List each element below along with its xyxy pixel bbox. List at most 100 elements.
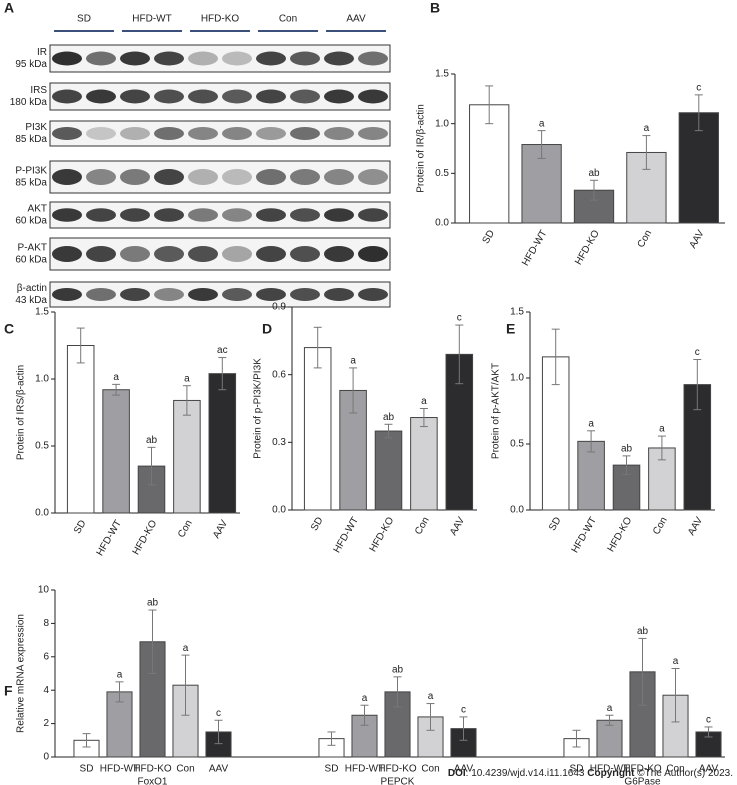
x-tick-label: HFD-WT bbox=[520, 228, 549, 268]
error-bar bbox=[551, 328, 560, 386]
bar bbox=[173, 399, 201, 514]
error-bar bbox=[485, 85, 494, 125]
y-tick-label: 1.5 bbox=[435, 69, 449, 80]
blot-band bbox=[324, 51, 354, 66]
panel-label: E bbox=[506, 321, 515, 337]
x-tick-label: HFD-WT bbox=[345, 764, 384, 775]
x-tick-label: AAV bbox=[686, 515, 705, 537]
y-tick-label: 0.6 bbox=[272, 369, 286, 380]
x-tick-label: HFD-KO bbox=[378, 764, 417, 775]
error-bar bbox=[642, 135, 651, 170]
x-tick-label: AAV bbox=[448, 515, 467, 537]
y-tick-label: 1.0 bbox=[35, 374, 49, 385]
annotation: c bbox=[457, 313, 462, 324]
y-tick-label: 0.0 bbox=[435, 218, 449, 229]
y-tick-label: 2 bbox=[43, 718, 49, 729]
blot-band bbox=[154, 127, 184, 140]
blot-band bbox=[86, 51, 116, 66]
blot-size: 43 kDa bbox=[15, 295, 47, 306]
blot-band bbox=[120, 127, 150, 140]
error-bar bbox=[76, 327, 85, 364]
group-label: PEPCK bbox=[381, 777, 415, 785]
panel-label: B bbox=[430, 0, 440, 16]
y-axis-label: Protein of IR/β-actin bbox=[416, 104, 427, 193]
y-tick-label: 8 bbox=[43, 618, 49, 629]
y-tick-label: 1.0 bbox=[435, 118, 449, 129]
y-tick-label: 0.0 bbox=[510, 505, 524, 516]
blot-band bbox=[256, 288, 286, 301]
blot-band bbox=[188, 168, 218, 186]
error-bar bbox=[657, 435, 666, 461]
error-bar bbox=[590, 179, 598, 201]
error-bar bbox=[572, 729, 581, 748]
x-tick-label: Con bbox=[176, 518, 195, 539]
annotation: ab bbox=[146, 435, 158, 446]
annotation: a bbox=[113, 372, 119, 383]
blot-band bbox=[290, 288, 320, 301]
error-bar bbox=[455, 324, 464, 385]
y-tick-label: 0 bbox=[43, 752, 49, 763]
annotation: ab bbox=[588, 168, 600, 179]
x-tick-label: HFD-KO bbox=[368, 515, 397, 554]
annotation: a bbox=[588, 418, 594, 429]
blot-band bbox=[256, 208, 286, 222]
blot-band bbox=[52, 208, 82, 222]
annotation: a bbox=[184, 373, 190, 384]
blot-band bbox=[290, 208, 320, 222]
blot-band bbox=[188, 51, 218, 66]
blot-band bbox=[188, 127, 218, 140]
blot-band bbox=[154, 245, 184, 263]
y-tick-label: 1.0 bbox=[510, 373, 524, 384]
blot-band bbox=[154, 51, 184, 66]
blot-band bbox=[86, 288, 116, 301]
blot-protein: PI3K bbox=[25, 122, 47, 133]
blot-band bbox=[324, 208, 354, 222]
y-tick-label: 10 bbox=[38, 585, 50, 596]
error-bar bbox=[327, 731, 336, 746]
blot-band bbox=[52, 245, 82, 263]
annotation: a bbox=[659, 424, 665, 435]
blot-band bbox=[120, 288, 150, 301]
blot-band bbox=[222, 51, 252, 66]
blot-band bbox=[222, 168, 252, 186]
footer-copyright: ©The Author(s) 2023. bbox=[634, 768, 733, 779]
x-tick-label: AAV bbox=[454, 764, 474, 775]
blot-band bbox=[188, 89, 218, 104]
bar bbox=[410, 417, 438, 511]
blot-band bbox=[358, 51, 388, 66]
annotation: a bbox=[644, 123, 650, 134]
error-bar bbox=[115, 681, 124, 703]
x-tick-label: Con bbox=[666, 764, 684, 775]
bar bbox=[106, 691, 133, 758]
blot-band bbox=[290, 168, 320, 186]
x-tick-label: HFD-KO bbox=[131, 518, 160, 557]
blot-band bbox=[324, 288, 354, 301]
error-bar bbox=[693, 359, 702, 411]
error-bar bbox=[671, 667, 680, 723]
error-bar bbox=[694, 94, 703, 132]
y-tick-label: 0.0 bbox=[35, 508, 49, 519]
annotation: a bbox=[350, 356, 356, 367]
blot-band bbox=[222, 127, 252, 140]
blot-band bbox=[86, 168, 116, 186]
x-tick-label: SD bbox=[325, 764, 339, 775]
error-bar bbox=[459, 716, 468, 741]
y-tick-label: 0.9 bbox=[272, 302, 286, 313]
annotation: a bbox=[421, 396, 427, 407]
blot-band bbox=[52, 51, 82, 66]
blot-band bbox=[358, 168, 388, 186]
error-bar bbox=[638, 637, 647, 706]
x-tick-label: Con bbox=[413, 515, 432, 536]
blot-band bbox=[290, 51, 320, 66]
y-axis-label: Protein of IRS/β-actin bbox=[16, 365, 27, 460]
blot-band bbox=[290, 89, 320, 104]
x-tick-label: SD bbox=[481, 228, 497, 246]
blot-protein: β-actin bbox=[17, 283, 47, 294]
footer-key: DOI bbox=[448, 768, 466, 779]
x-tick-label: SD bbox=[72, 518, 88, 536]
x-tick-label: AAV bbox=[688, 228, 707, 250]
bar bbox=[66, 345, 95, 514]
footer-doi: : 10.4239/wjd.v14.i11.1643 bbox=[466, 768, 588, 779]
annotation: a bbox=[428, 691, 434, 702]
